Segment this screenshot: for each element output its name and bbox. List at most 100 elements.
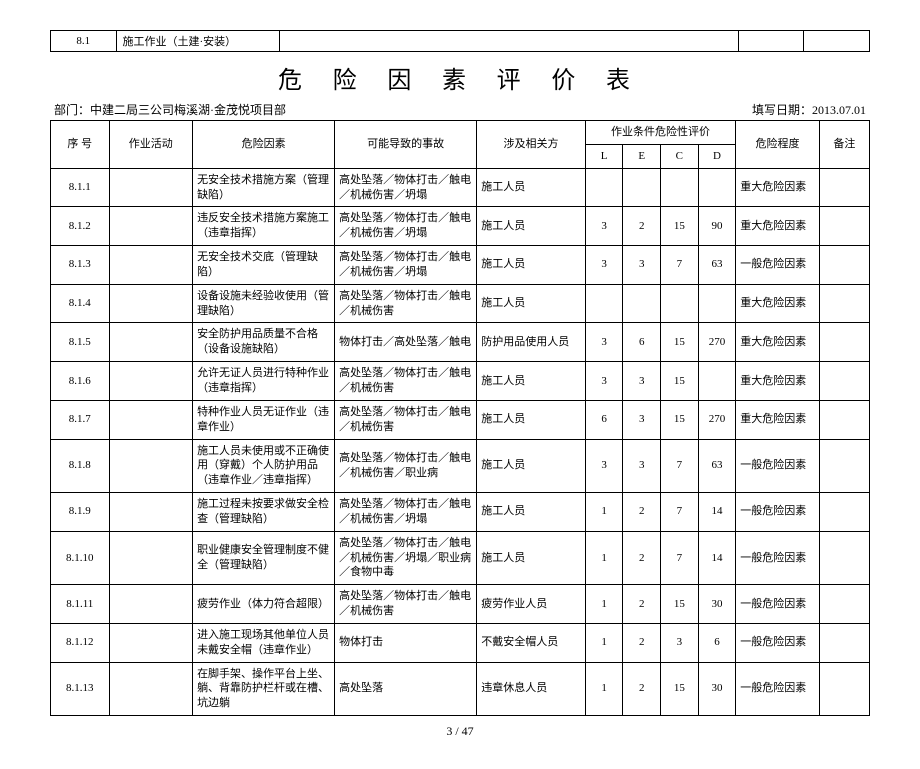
cell-accident: 高处坠落／物体打击／触电／机械伤害 (335, 284, 477, 323)
cell-E (623, 168, 661, 207)
risk-table: 序 号 作业活动 危险因素 可能导致的事故 涉及相关方 作业条件危险性评价 危险… (50, 120, 870, 716)
cell-E: 3 (623, 362, 661, 401)
th-L: L (585, 144, 623, 168)
cell-activity (109, 168, 193, 207)
cell-L (585, 168, 623, 207)
cell-C: 15 (661, 207, 699, 246)
table-row: 8.1.9施工过程未按要求做安全检查（管理缺陷）高处坠落／物体打击／触电／机械伤… (51, 493, 870, 532)
cell-no: 8.1.8 (51, 439, 110, 493)
cell-accident: 高处坠落／物体打击／触电／机械伤害／坍塌 (335, 493, 477, 532)
cell-no: 8.1.1 (51, 168, 110, 207)
dept-label: 部门： (54, 103, 90, 117)
cell-no: 8.1.11 (51, 585, 110, 624)
cell-E: 6 (623, 323, 661, 362)
th-accident: 可能导致的事故 (335, 121, 477, 169)
cell-D: 270 (698, 323, 736, 362)
cell-note (819, 284, 869, 323)
th-activity: 作业活动 (109, 121, 193, 169)
cell-party: 不戴安全帽人员 (477, 623, 586, 662)
cell-activity (109, 362, 193, 401)
dept-line: 部门：中建二局三公司梅溪湖·金茂悦项目部 (54, 101, 286, 118)
cell-note (819, 246, 869, 285)
cell-E: 2 (623, 493, 661, 532)
cell-L: 3 (585, 323, 623, 362)
cell-risk: 特种作业人员无证作业（违章作业） (193, 400, 335, 439)
cell-level: 重大危险因素 (736, 323, 820, 362)
cell-accident: 高处坠落／物体打击／触电／机械伤害／坍塌 (335, 207, 477, 246)
cell-activity (109, 623, 193, 662)
cell-level: 重大危险因素 (736, 207, 820, 246)
table-row: 8.1.1无安全技术措施方案（管理缺陷）高处坠落／物体打击／触电／机械伤害／坍塌… (51, 168, 870, 207)
cell-level: 重大危险因素 (736, 168, 820, 207)
table-row: 8.1.13在脚手架、操作平台上坐、躺、背靠防护栏杆或在槽、坑边躺高处坠落违章休… (51, 662, 870, 716)
cell-risk: 允许无证人员进行特种作业（违章指挥） (193, 362, 335, 401)
cell-no: 8.1.13 (51, 662, 110, 716)
cell-C: 15 (661, 662, 699, 716)
cell-party: 施工人员 (477, 168, 586, 207)
cell-no: 8.1.6 (51, 362, 110, 401)
table-row: 8.1.7特种作业人员无证作业（违章作业）高处坠落／物体打击／触电／机械伤害施工… (51, 400, 870, 439)
cell-L: 1 (585, 493, 623, 532)
cell-activity (109, 246, 193, 285)
cell-D: 90 (698, 207, 736, 246)
cell-level: 一般危险因素 (736, 585, 820, 624)
cell-L: 3 (585, 246, 623, 285)
cell-note (819, 400, 869, 439)
cell-party: 违章休息人员 (477, 662, 586, 716)
cell-activity (109, 400, 193, 439)
cell-L: 1 (585, 531, 623, 585)
cell-note (819, 168, 869, 207)
cell-D: 14 (698, 493, 736, 532)
cell-level: 一般危险因素 (736, 662, 820, 716)
cell-accident: 物体打击 (335, 623, 477, 662)
cell-E: 3 (623, 439, 661, 493)
cell-party: 施工人员 (477, 362, 586, 401)
cell-risk: 施工人员未使用或不正确使用（穿戴）个人防护用品（违章作业／违章指挥） (193, 439, 335, 493)
table-row: 8.1.11疲劳作业（体力符合超限）高处坠落／物体打击／触电／机械伤害疲劳作业人… (51, 585, 870, 624)
th-C: C (661, 144, 699, 168)
cell-note (819, 623, 869, 662)
date-label: 填写日期： (752, 103, 812, 117)
cell-level: 一般危险因素 (736, 531, 820, 585)
top-blank (804, 31, 870, 52)
cell-accident: 高处坠落 (335, 662, 477, 716)
cell-level: 一般危险因素 (736, 623, 820, 662)
th-D: D (698, 144, 736, 168)
cell-C: 15 (661, 323, 699, 362)
cell-risk: 安全防护用品质量不合格（设备设施缺陷） (193, 323, 335, 362)
date-line: 填写日期：2013.07.01 (752, 101, 866, 118)
cell-no: 8.1.10 (51, 531, 110, 585)
th-note: 备注 (819, 121, 869, 169)
th-lecd: 作业条件危险性评价 (585, 121, 735, 145)
cell-note (819, 531, 869, 585)
cell-D: 63 (698, 439, 736, 493)
cell-E (623, 284, 661, 323)
cell-D: 14 (698, 531, 736, 585)
cell-no: 8.1.4 (51, 284, 110, 323)
cell-risk: 疲劳作业（体力符合超限） (193, 585, 335, 624)
cell-C: 7 (661, 531, 699, 585)
cell-activity (109, 207, 193, 246)
cell-note (819, 362, 869, 401)
cell-activity (109, 662, 193, 716)
cell-accident: 物体打击／高处坠落／触电 (335, 323, 477, 362)
table-row: 8.1.3无安全技术交底（管理缺陷）高处坠落／物体打击／触电／机械伤害／坍塌施工… (51, 246, 870, 285)
cell-D: 6 (698, 623, 736, 662)
cell-party: 疲劳作业人员 (477, 585, 586, 624)
cell-level: 一般危险因素 (736, 493, 820, 532)
date-value: 2013.07.01 (812, 103, 866, 117)
table-row: 8.1.12进入施工现场其他单位人员未戴安全帽（违章作业）物体打击不戴安全帽人员… (51, 623, 870, 662)
table-row: 8.1.4设备设施未经验收使用（管理缺陷）高处坠落／物体打击／触电／机械伤害施工… (51, 284, 870, 323)
cell-D: 30 (698, 662, 736, 716)
cell-no: 8.1.7 (51, 400, 110, 439)
table-row: 8.1.5安全防护用品质量不合格（设备设施缺陷）物体打击／高处坠落／触电防护用品… (51, 323, 870, 362)
cell-D: 30 (698, 585, 736, 624)
cell-no: 8.1.12 (51, 623, 110, 662)
cell-L: 6 (585, 400, 623, 439)
cell-L: 1 (585, 662, 623, 716)
cell-accident: 高处坠落／物体打击／触电／机械伤害 (335, 362, 477, 401)
cell-C (661, 168, 699, 207)
cell-L: 3 (585, 362, 623, 401)
cell-activity (109, 531, 193, 585)
cell-risk: 施工过程未按要求做安全检查（管理缺陷） (193, 493, 335, 532)
